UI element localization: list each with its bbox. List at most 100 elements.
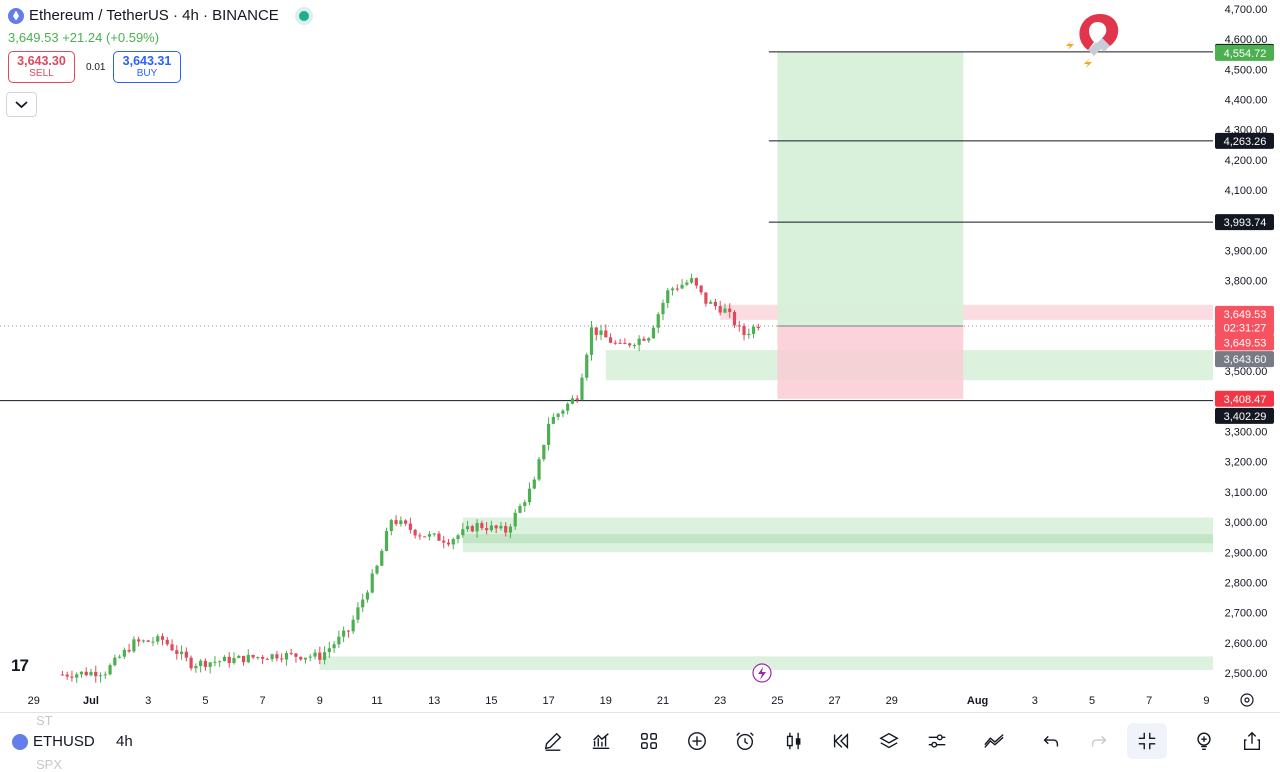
candle-body-65 [370,573,374,593]
price-label-bg-7 [1215,351,1274,368]
lightbulb-icon[interactable] [1190,727,1218,755]
timeframe-selector[interactable]: 4h [116,733,133,750]
candle-body-40 [251,654,255,658]
price-label: 3,643.60 [1224,354,1267,366]
watchlist-ghost-bottom: SPX [36,757,63,772]
candle-body-129 [675,288,679,290]
candle-body-58 [337,636,341,645]
zone-inner-band [462,534,1213,544]
candle-body-66 [375,565,379,574]
market-status-icon [298,10,309,21]
candle-body-53 [313,652,317,657]
candle-body-124 [651,327,656,339]
time-tick-label: 15 [485,695,497,707]
candle-body-12 [118,656,122,658]
candle-body-31 [208,662,212,667]
candle-body-7 [94,671,98,677]
candle-body-110 [585,354,589,378]
time-tick-label: 3 [145,695,151,707]
candle-body-95 [513,512,517,527]
price-tick-label: 2,800.00 [1225,577,1268,589]
candle-body-69 [389,520,393,532]
price-tick-label: 2,700.00 [1225,608,1268,620]
candle-body-85 [465,526,470,530]
time-tick-label: 9 [1203,695,1209,707]
trend-icon[interactable] [980,727,1008,755]
pencil-icon[interactable] [539,727,567,755]
candle-body-21 [160,636,165,640]
candle-body-103 [551,416,555,424]
candle-body-68 [384,531,389,552]
candle-body-131 [685,282,689,285]
candle-body-108 [575,398,579,400]
alarm-icon[interactable] [731,727,759,755]
ethereum-icon [8,7,24,24]
price-tick-label: 4,500.00 [1225,64,1268,76]
price-tick-label: 4,100.00 [1225,185,1268,197]
time-tick-label: 27 [828,695,840,707]
candle-body-100 [537,459,541,480]
price-tick-label: 3,200.00 [1225,457,1268,469]
price-tick-label: 3,100.00 [1225,487,1268,499]
candle-body-6 [89,671,93,676]
undo-icon[interactable] [1037,727,1065,755]
candle-body-87 [475,523,479,532]
price-tick-label: 4,400.00 [1225,95,1268,107]
layers-icon[interactable] [875,727,903,755]
candle-body-104 [556,413,560,417]
collapse-legend-button[interactable] [6,92,37,117]
candle-body-3 [75,674,79,678]
share-icon[interactable] [1238,727,1266,755]
candle-body-57 [332,644,336,649]
replay-icon[interactable] [827,727,855,755]
redo-icon[interactable] [1085,727,1113,755]
time-tick-label: 23 [714,695,726,707]
magnet-icon[interactable] [1058,8,1128,72]
candle-body-70 [394,520,398,525]
lightning-icon [758,667,766,680]
symbol-selector[interactable]: ETHUSD [12,733,95,750]
candle-body-18 [146,640,150,642]
candle-body-142 [737,325,741,327]
price-change: 3,649.53 +21.24 (+0.59%) [8,30,160,45]
candle-body-141 [732,311,737,326]
sell-button[interactable]: 3,643.30 SELL [8,51,75,83]
candle-body-84 [461,529,465,536]
grid-icon[interactable] [635,727,663,755]
candle-body-88 [480,523,484,529]
candle-body-77 [427,533,432,537]
settings-sliders-icon[interactable] [923,727,951,755]
candle-body-136 [709,301,713,304]
time-tick-label: 11 [371,695,382,707]
candle-body-28 [194,666,198,669]
candle-body-75 [418,535,422,537]
candle-body-43 [265,658,269,660]
candle-body-115 [608,337,613,343]
time-tick-label: 7 [260,695,266,707]
candle-body-105 [561,410,565,414]
candle-body-8 [98,675,103,677]
candle-body-46 [280,658,284,660]
candle-body-90 [489,525,493,531]
collapse-icon[interactable] [1127,723,1167,759]
time-tick-label: 5 [202,695,208,707]
candle-body-98 [527,488,532,503]
price-label-bg-5 [1215,319,1274,336]
price-label-bg-9 [1215,407,1274,424]
price-tick-label: 2,900.00 [1225,547,1268,559]
price-tick-label: 2,500.00 [1225,668,1268,680]
buy-button[interactable]: 3,643.31 BUY [113,51,181,83]
candle-body-52 [308,656,312,658]
candle-body-80 [442,540,446,543]
candle-body-114 [604,330,608,338]
candles-icon[interactable] [780,727,808,755]
indicators-icon[interactable] [587,727,615,755]
candle-body-11 [113,657,117,666]
price-chart[interactable]: 2,500.00 2,600.00 2,700.00 2,800.00 2,900.00… [0,0,1280,712]
candle-body-130 [680,284,684,289]
symbol-header[interactable]: Ethereum / TetherUS · 4h · BINANCE [8,7,309,24]
candle-body-64 [365,592,370,600]
plus-circle-icon[interactable] [683,727,711,755]
candle-body-132 [690,278,694,283]
candle-body-9 [103,674,107,676]
